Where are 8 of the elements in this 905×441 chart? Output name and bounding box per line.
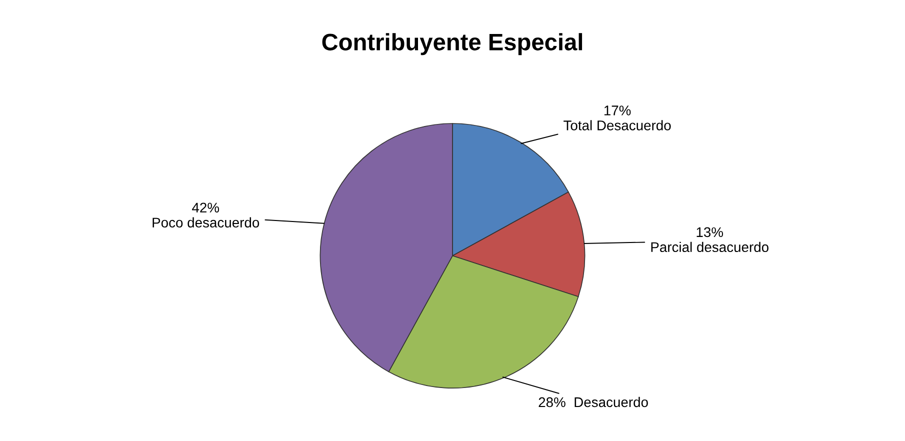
data-label: 17% bbox=[604, 106, 631, 116]
slice-label: 28% Desacuerdo bbox=[538, 396, 648, 408]
chart-title: Contribuyente Especial bbox=[322, 33, 582, 56]
data-label: 42% bbox=[192, 202, 220, 212]
slice-label: Parcial desacuerdo bbox=[651, 242, 768, 252]
slice-label: Poco desacuerdo bbox=[152, 217, 260, 228]
slice-label: Total Desacuerdo bbox=[564, 120, 671, 130]
data-label: 13% bbox=[696, 227, 724, 238]
